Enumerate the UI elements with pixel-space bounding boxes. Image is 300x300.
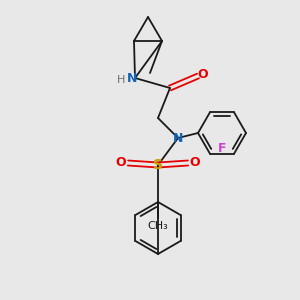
Text: F: F — [218, 142, 226, 155]
Text: O: O — [198, 68, 208, 82]
Text: N: N — [127, 71, 137, 85]
Text: O: O — [190, 157, 200, 169]
Text: H: H — [117, 75, 125, 85]
Text: CH₃: CH₃ — [148, 221, 168, 231]
Text: N: N — [173, 131, 183, 145]
Text: O: O — [116, 157, 126, 169]
Text: S: S — [153, 158, 163, 172]
